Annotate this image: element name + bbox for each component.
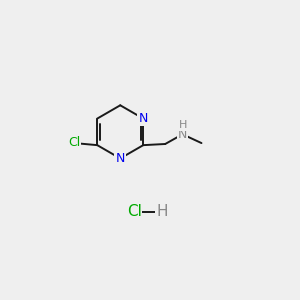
Text: H: H: [156, 204, 168, 219]
Text: N: N: [116, 152, 125, 165]
Text: N: N: [178, 128, 187, 141]
Text: N: N: [139, 112, 148, 125]
Text: H: H: [179, 120, 187, 130]
Text: Cl: Cl: [127, 204, 142, 219]
Text: Cl: Cl: [68, 136, 80, 149]
